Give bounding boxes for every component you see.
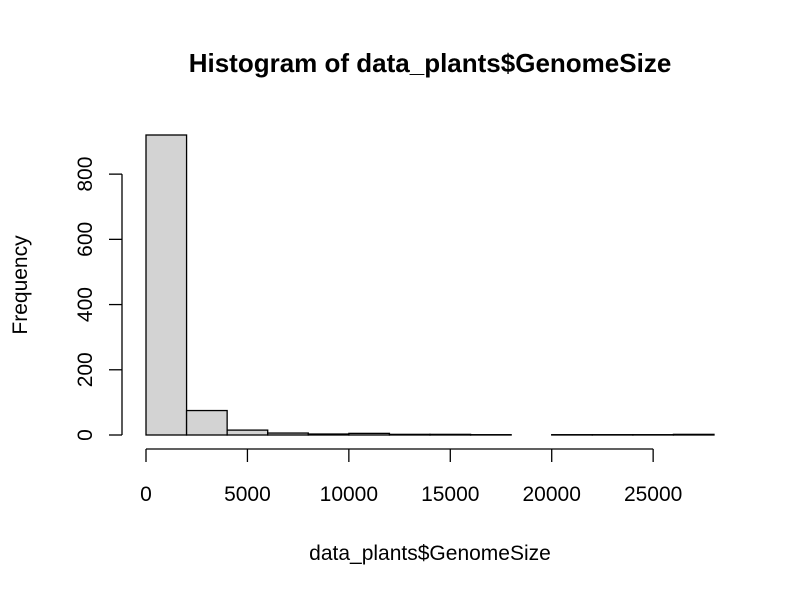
x-tick-label: 10000 bbox=[320, 483, 378, 506]
histogram-bar bbox=[267, 432, 309, 436]
histogram-bar bbox=[388, 433, 431, 436]
histogram-bar bbox=[672, 433, 715, 436]
y-tick-label: 400 bbox=[74, 287, 97, 322]
x-tick-label: 25000 bbox=[624, 483, 682, 506]
y-tick-label: 600 bbox=[74, 222, 97, 257]
x-tick-label: 15000 bbox=[421, 483, 479, 506]
histogram-bar bbox=[226, 429, 269, 436]
y-axis: 0 200 400 600 800 bbox=[74, 157, 123, 441]
histogram-bar bbox=[145, 134, 188, 436]
x-tick-label: 20000 bbox=[523, 483, 581, 506]
histogram-bars bbox=[145, 134, 715, 436]
x-axis-label: data_plants$GenomeSize bbox=[309, 542, 551, 565]
histogram-bar bbox=[185, 409, 228, 436]
y-tick-label: 200 bbox=[74, 352, 97, 387]
histogram-bar bbox=[429, 433, 472, 436]
histogram-bar bbox=[307, 433, 350, 436]
x-tick-label: 0 bbox=[140, 483, 152, 506]
y-tick-label: 0 bbox=[74, 429, 97, 441]
y-axis-label: Frequency bbox=[9, 235, 32, 335]
chart-title: Histogram of data_plants$GenomeSize bbox=[189, 48, 672, 78]
histogram-bar bbox=[348, 432, 391, 436]
y-tick-label: 800 bbox=[74, 157, 97, 192]
x-tick-label: 5000 bbox=[224, 483, 271, 506]
x-axis: 0 5000 10000 15000 20000 25000 bbox=[140, 448, 682, 506]
